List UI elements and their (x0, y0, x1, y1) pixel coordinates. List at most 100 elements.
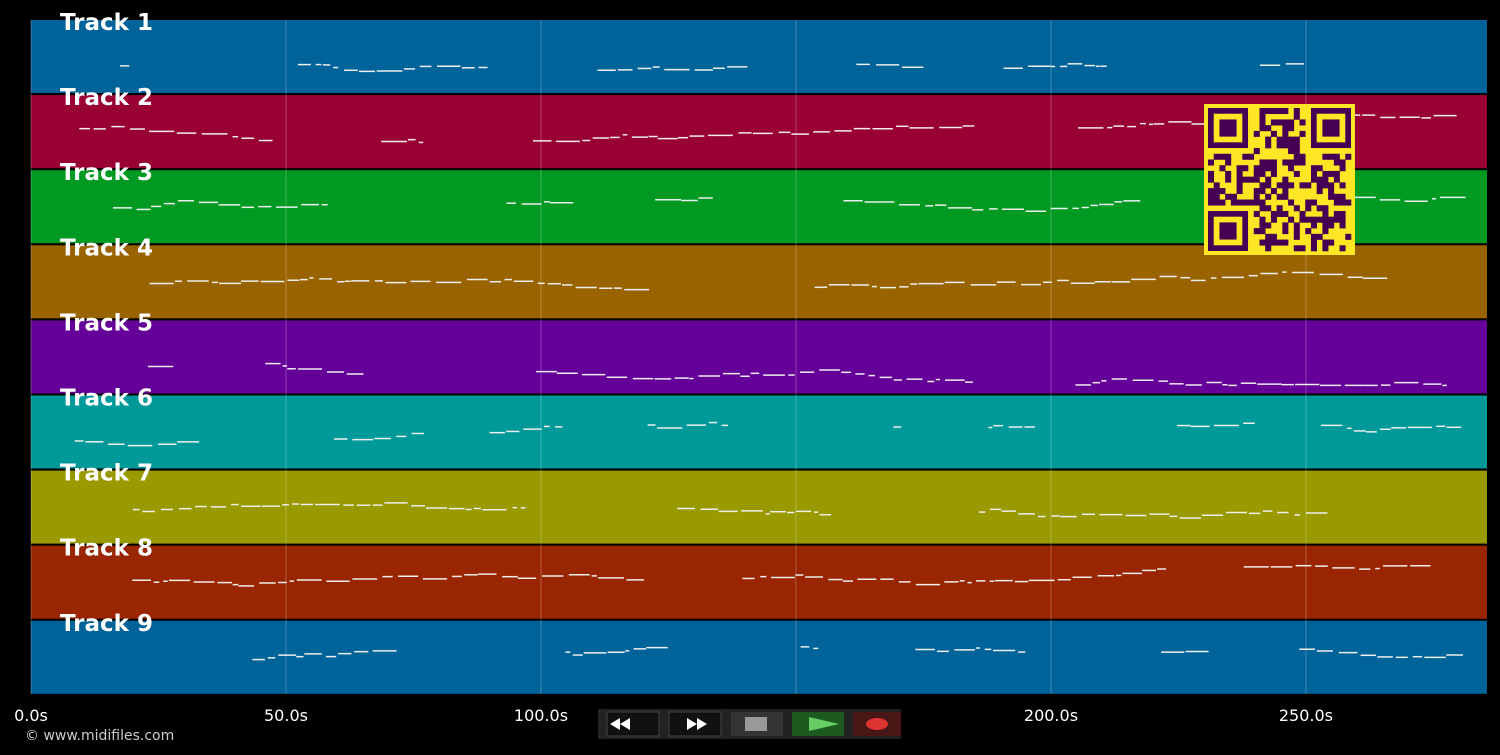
qr-module (1282, 182, 1289, 189)
qr-module (1208, 193, 1215, 200)
qr-module (1259, 188, 1266, 195)
qr-module (1282, 136, 1289, 143)
qr-module (1265, 142, 1272, 149)
qr-module (1293, 245, 1300, 252)
qr-module (1305, 199, 1312, 206)
qr-module (1208, 176, 1215, 183)
qr-module (1333, 153, 1340, 160)
qr-module (1288, 182, 1295, 189)
qr-module (1333, 170, 1340, 177)
qr-module (1259, 216, 1266, 223)
qr-module (1270, 130, 1277, 137)
qr-module (1333, 210, 1340, 217)
qr-module (1213, 182, 1220, 189)
qr-module (1219, 165, 1226, 172)
qr-module (1270, 108, 1277, 115)
qr-module (1282, 222, 1289, 229)
qr-module (1288, 136, 1295, 143)
qr-module (1339, 182, 1346, 189)
qr-module (1288, 125, 1295, 132)
stop-button[interactable] (731, 712, 783, 736)
qr-module (1259, 165, 1266, 172)
qr-module (1345, 153, 1352, 160)
qr-module (1219, 199, 1226, 206)
qr-module (1253, 130, 1260, 137)
qr-module (1293, 136, 1300, 143)
qr-module (1310, 176, 1317, 183)
qr-module (1259, 205, 1266, 212)
qr-module (1282, 142, 1289, 149)
qr-module (1282, 193, 1289, 200)
qr-module (1276, 142, 1283, 149)
qr-module (1208, 199, 1215, 206)
record-button[interactable] (853, 712, 901, 736)
qr-module (1270, 216, 1277, 223)
qr-module (1322, 222, 1329, 229)
qr-module (1270, 159, 1277, 166)
qr-module (1310, 216, 1317, 223)
qr-module (1282, 228, 1289, 235)
qr-module (1270, 188, 1277, 195)
qr-module (1322, 228, 1329, 235)
track-label: Track 8 (60, 536, 153, 562)
qr-module (1299, 210, 1306, 217)
qr-module (1276, 119, 1283, 126)
qr-module (1316, 205, 1323, 212)
qr-module (1288, 165, 1295, 172)
tick-label: 250.0s (1279, 706, 1333, 725)
qr-module (1316, 188, 1323, 195)
qr-module (1230, 193, 1237, 200)
qr-module (1299, 216, 1306, 223)
qr-module (1288, 159, 1295, 166)
qr-module (1236, 182, 1243, 189)
qr-module (1310, 222, 1317, 229)
qr-module (1333, 216, 1340, 223)
qr-module (1282, 176, 1289, 183)
qr-module (1270, 170, 1277, 177)
qr-module (1322, 210, 1329, 217)
qr-module (1276, 108, 1283, 115)
qr-module (1259, 239, 1266, 246)
qr-module (1316, 216, 1323, 223)
qr-module (1265, 239, 1272, 246)
qr-module (1282, 239, 1289, 246)
qr-module (1322, 170, 1329, 177)
qr-module (1293, 222, 1300, 229)
qr-module (1265, 165, 1272, 172)
qr-module (1316, 233, 1323, 240)
qr-module (1259, 182, 1266, 189)
qr-module (1305, 182, 1312, 189)
qr-module (1293, 205, 1300, 212)
qr-module (1310, 245, 1317, 252)
track-label: Track 4 (60, 235, 153, 261)
qr-module (1213, 199, 1220, 206)
qr-module (1282, 188, 1289, 195)
qr-module (1225, 176, 1232, 183)
qr-module (1293, 113, 1300, 120)
qr-module (1299, 245, 1306, 252)
qr-module (1253, 228, 1260, 235)
qr-module (1242, 176, 1249, 183)
qr-module (1270, 119, 1277, 126)
qr-module (1276, 210, 1283, 217)
qr-module (1259, 113, 1266, 120)
track-label: Track 1 (60, 10, 153, 36)
qr-module (1305, 216, 1312, 223)
qr-module (1236, 170, 1243, 177)
qr-module (1225, 159, 1232, 166)
qr-module (1248, 199, 1255, 206)
rewind-button[interactable] (606, 711, 660, 737)
play-button[interactable] (792, 712, 844, 736)
qr-module (1339, 159, 1346, 166)
qr-module (1282, 159, 1289, 166)
qr-code (1204, 104, 1355, 255)
qr-module (1225, 170, 1232, 177)
qr-module (1259, 222, 1266, 229)
qr-module (1213, 153, 1220, 160)
qr-module (1339, 216, 1346, 223)
forward-button[interactable] (668, 711, 722, 737)
tick-label: 200.0s (1024, 706, 1078, 725)
qr-module (1248, 153, 1255, 160)
qr-module (1339, 245, 1346, 252)
